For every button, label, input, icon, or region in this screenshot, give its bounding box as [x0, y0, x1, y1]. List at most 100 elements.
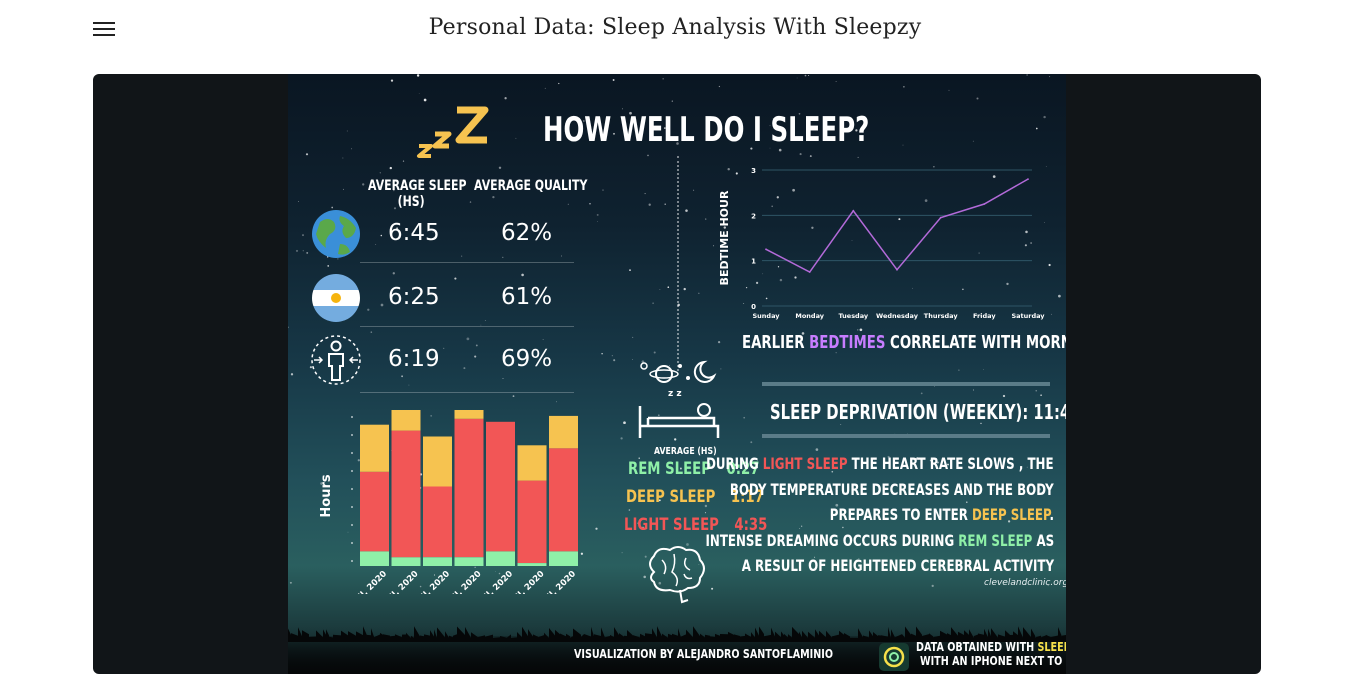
- star: [936, 461, 939, 464]
- star: [994, 465, 996, 467]
- star: [1026, 466, 1028, 468]
- star: [1040, 538, 1042, 540]
- bar-segment-rem-sleep: [391, 557, 421, 566]
- star: [857, 329, 859, 331]
- description-line-3: PREPARES TO ENTER DEEP SLEEP.: [829, 505, 1054, 524]
- star: [561, 255, 562, 257]
- description-line-4: INTENSE DREAMING OCCURS DURING REM SLEEP…: [705, 531, 1054, 550]
- star: [542, 339, 544, 340]
- star: [1025, 230, 1028, 234]
- description-line-2: BODY TEMPERATURE DECREASES AND THE BODY: [730, 480, 1054, 499]
- bar-segment-rem-sleep: [423, 557, 452, 566]
- bar-segment-deep-sleep: [360, 424, 389, 472]
- bar-segment-rem-sleep: [486, 551, 515, 566]
- star: [1047, 584, 1049, 587]
- star: [1045, 165, 1047, 167]
- bar-segment-light-sleep: [517, 480, 547, 563]
- star: [887, 455, 890, 458]
- star: [379, 172, 381, 174]
- star: [855, 129, 858, 132]
- star: [671, 100, 673, 102]
- star: [788, 561, 789, 563]
- star: [1035, 390, 1037, 392]
- star: [484, 320, 486, 321]
- star: [1007, 520, 1011, 523]
- rem-sleep-label: REM SLEEP: [628, 459, 711, 479]
- argentina-flag-icon: [312, 274, 360, 322]
- star: [902, 144, 904, 146]
- star: [920, 392, 923, 395]
- star: [898, 218, 901, 221]
- star: [551, 127, 554, 130]
- star: [750, 441, 753, 444]
- star: [637, 522, 639, 524]
- y-tick-label: 0: [751, 303, 756, 311]
- star: [857, 156, 859, 158]
- star: [346, 130, 348, 132]
- star: [295, 249, 299, 252]
- poster-title: HOW WELL DO I SLEEP?: [543, 110, 870, 150]
- bar-segment-rem-sleep: [454, 557, 484, 566]
- data-point: [1027, 178, 1029, 180]
- star: [643, 575, 646, 579]
- star: [704, 512, 707, 514]
- star: [370, 331, 373, 333]
- star: [401, 375, 403, 378]
- star: [808, 74, 810, 77]
- average-sleep-header: AVERAGE SLEEP (HS): [368, 178, 467, 210]
- star: [502, 256, 504, 259]
- star: [556, 401, 557, 403]
- star: [492, 195, 495, 199]
- star: [331, 206, 334, 209]
- data-source-line-2: WITH AN IPHONE NEXT TO BED: [920, 654, 1066, 668]
- star: [953, 335, 956, 338]
- x-tick-label: Saturday: [1011, 312, 1045, 320]
- star: [750, 147, 753, 150]
- star: [765, 297, 768, 300]
- star: [423, 98, 427, 102]
- x-tick-label: Monday: [795, 312, 824, 320]
- data-point: [765, 248, 767, 251]
- star: [1002, 394, 1006, 398]
- star: [792, 188, 795, 192]
- star: [580, 552, 584, 555]
- svg-text:z z: z z: [668, 389, 682, 399]
- star: [1048, 263, 1051, 267]
- star: [683, 287, 686, 291]
- treeline-silhouette: [288, 626, 1066, 642]
- bar-segment-deep-sleep: [517, 445, 547, 481]
- star: [734, 463, 737, 467]
- star: [842, 526, 844, 529]
- light-sleep-row: LIGHT SLEEP 4:35: [624, 515, 767, 535]
- star: [1035, 127, 1038, 130]
- star: [357, 459, 360, 462]
- star: [916, 457, 919, 460]
- star: [642, 526, 644, 529]
- infographic-poster: HOW WELL DO I SLEEP? AVERAGE SLEEP (HS) A…: [288, 74, 1066, 674]
- star: [648, 203, 651, 206]
- star: [662, 78, 664, 80]
- star: [698, 292, 700, 294]
- star: [667, 286, 670, 289]
- star: [517, 180, 519, 182]
- y-axis-label: Hours: [319, 474, 334, 517]
- data-point: [808, 271, 811, 273]
- star: [629, 269, 631, 271]
- star: [582, 120, 585, 122]
- star: [804, 74, 807, 77]
- star: [903, 85, 905, 88]
- star: [480, 324, 482, 326]
- star: [755, 281, 759, 285]
- star: [416, 74, 420, 77]
- bar-segment-light-sleep: [549, 448, 578, 552]
- star: [658, 499, 661, 502]
- stat-sleep-me: 6:19: [388, 346, 440, 372]
- star: [992, 175, 996, 178]
- hamburger-menu-icon[interactable]: [93, 18, 115, 42]
- star: [933, 166, 935, 168]
- star: [779, 278, 783, 282]
- star: [596, 213, 599, 216]
- star: [676, 142, 679, 145]
- star: [347, 531, 349, 533]
